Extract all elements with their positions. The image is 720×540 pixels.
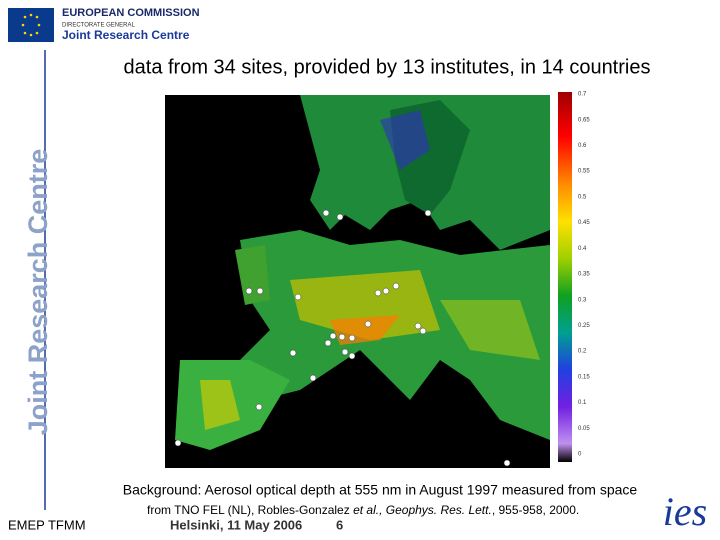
source-journal: Geophys. Res. Lett. xyxy=(382,503,491,517)
side-title: Joint Research Centre xyxy=(23,149,53,436)
slide-title: data from 34 sites, provided by 13 insti… xyxy=(124,56,651,78)
colorbar-label: 0.3 xyxy=(578,297,587,303)
colorbar-label: 0.25 xyxy=(578,323,590,329)
page-number: 6 xyxy=(336,517,343,532)
colorbar-label: 0.7 xyxy=(578,92,587,98)
eu-stars xyxy=(21,13,41,37)
source: from TNO FEL (NL), Robles-Gonzalez et al… xyxy=(147,503,579,517)
colorbar-label: 0.4 xyxy=(578,246,587,252)
colorbar-label: 0.65 xyxy=(578,117,590,123)
map-land xyxy=(175,95,550,450)
colorbar-label: 0.55 xyxy=(578,169,590,175)
colorbar-label: 0.05 xyxy=(578,426,590,432)
colorbar-label: 0.15 xyxy=(578,374,590,380)
ies-logo: ies xyxy=(663,489,707,534)
source-etal: et al., xyxy=(353,503,382,517)
footer-event: Helsinki, 11 May 2006 xyxy=(170,517,302,532)
colorbar-label: 0.5 xyxy=(578,194,587,200)
colorbar-label: 0.2 xyxy=(578,349,587,355)
eu-flag xyxy=(8,8,54,42)
colorbar-label: 0 xyxy=(578,452,582,458)
colorbar xyxy=(558,92,572,462)
centre-name: Joint Research Centre xyxy=(62,28,190,42)
org-name: EUROPEAN COMMISSION xyxy=(62,7,200,19)
colorbar-label: 0.6 xyxy=(578,143,587,149)
site-markers xyxy=(174,209,511,467)
colorbar-label: 0.45 xyxy=(578,220,590,226)
directorate: DIRECTORATE GENERAL xyxy=(62,23,135,29)
caption: Background: Aerosol optical depth at 555… xyxy=(123,482,638,498)
footer-left: EMEP TFMM xyxy=(8,517,86,532)
colorbar-label: 0.1 xyxy=(578,400,587,406)
colorbar-label: 0.35 xyxy=(578,272,590,278)
source-start: from TNO FEL (NL), Robles-Gonzalez xyxy=(147,503,353,517)
source-end: , 955-958, 2000. xyxy=(492,503,579,517)
